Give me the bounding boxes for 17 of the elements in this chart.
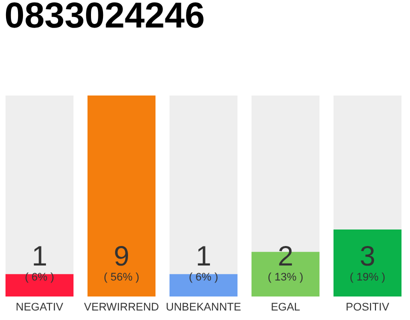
data-label: 9 (114, 240, 130, 272)
x-tick-label: EGAL (270, 302, 300, 314)
annotation: ( 6% ) (24, 272, 54, 284)
annotation: ( 13% ) (268, 272, 304, 284)
bar (6, 274, 74, 296)
chart-title: 0833024246 (4, 0, 205, 36)
x-tick-label: NEGATIV (16, 302, 64, 314)
annotation: ( 56% ) (104, 272, 140, 284)
annotation: ( 19% ) (350, 272, 386, 284)
annotation: ( 6% ) (188, 272, 218, 284)
x-tick-label: POSITIV (346, 302, 390, 314)
data-label: 3 (360, 240, 376, 272)
bar (170, 274, 238, 296)
data-label: 1 (196, 240, 212, 272)
x-tick-label: UNBEKANNTE (166, 302, 242, 314)
x-tick-label: VERWIRREND (84, 302, 160, 314)
data-label: 1 (32, 240, 48, 272)
